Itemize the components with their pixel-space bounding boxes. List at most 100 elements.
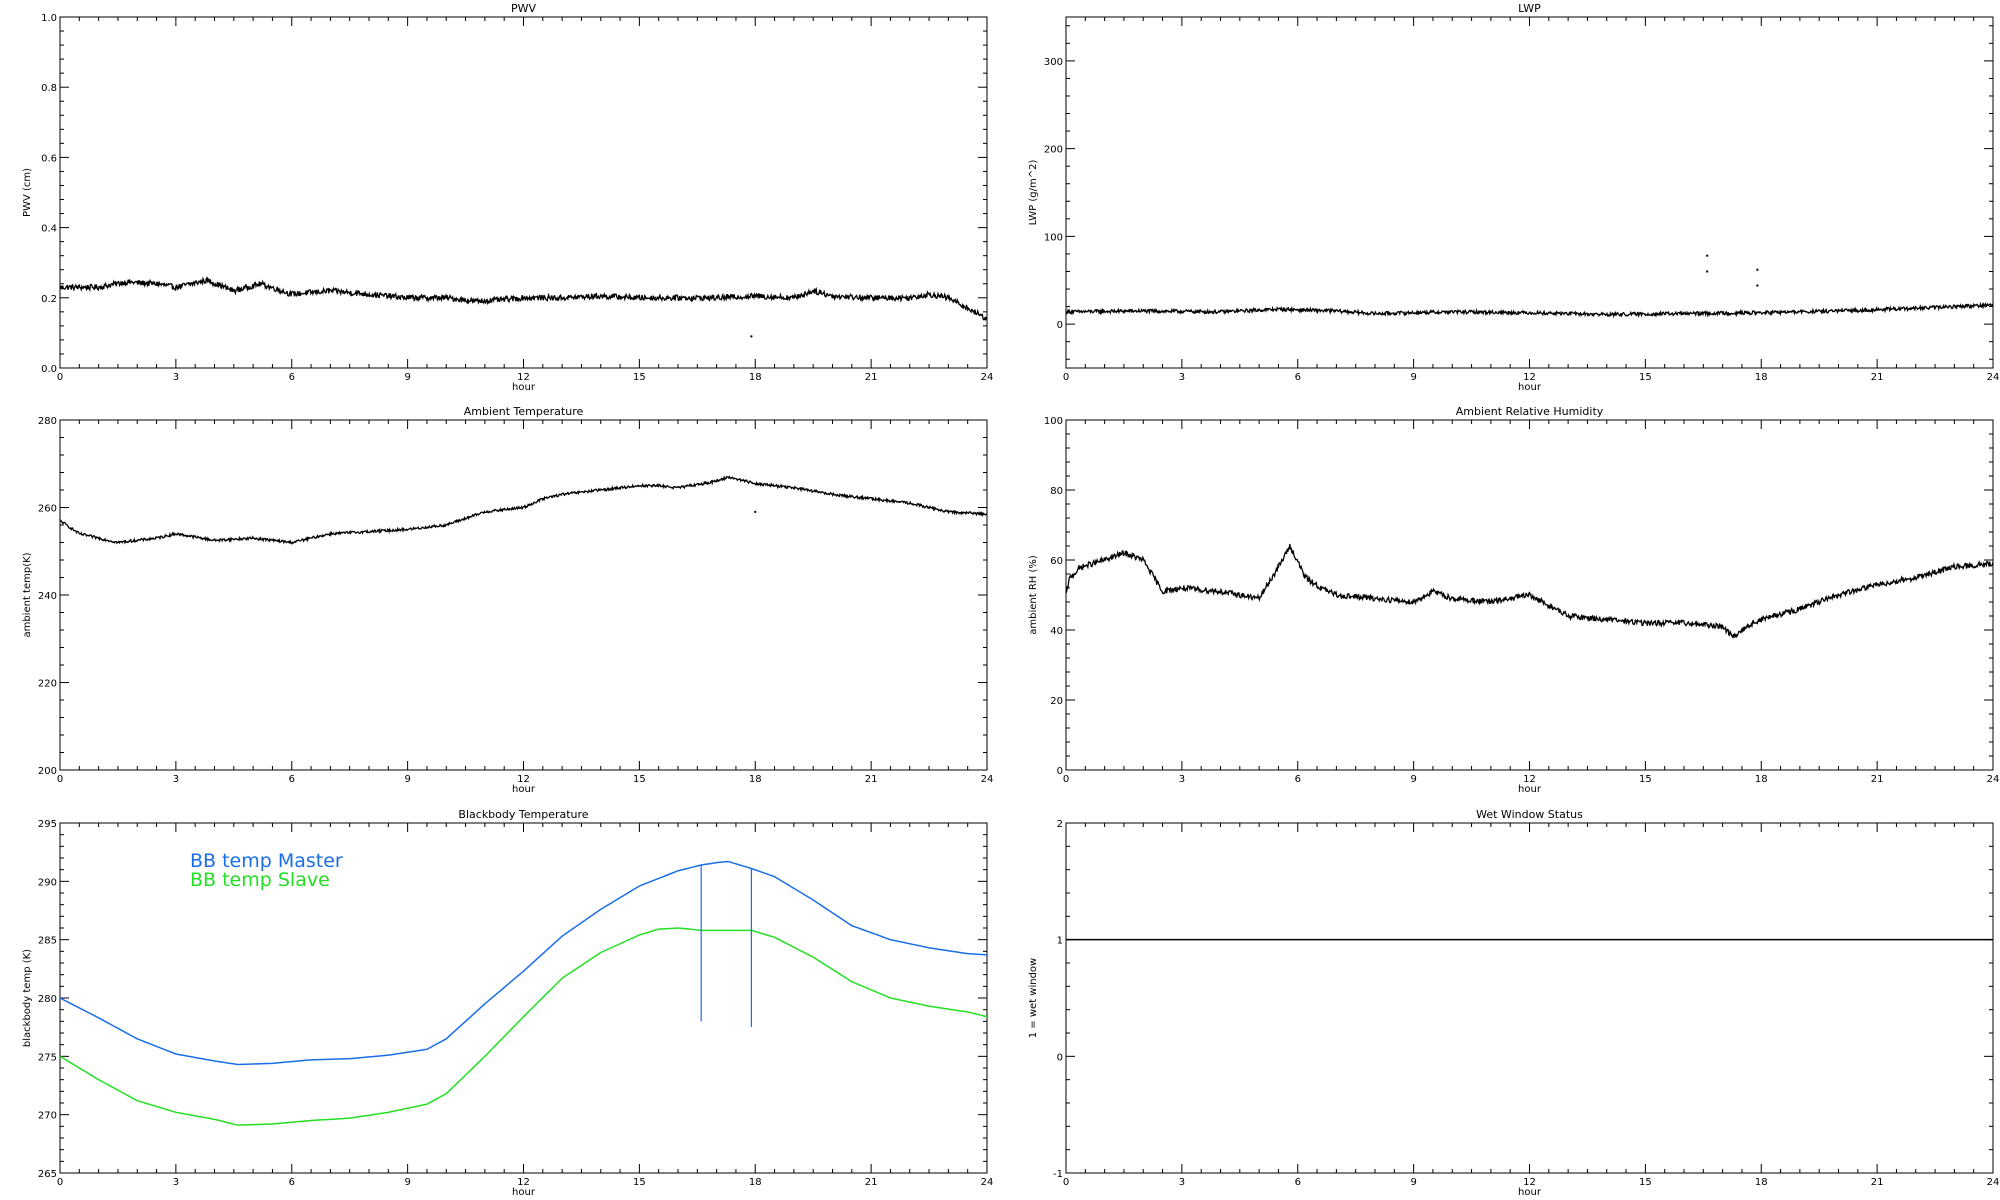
x-tick-label: 9 — [404, 774, 410, 785]
x-tick-label: 0 — [1063, 1177, 1069, 1188]
x-tick-label: 24 — [981, 372, 994, 383]
x-tick-label: 18 — [1755, 372, 1768, 383]
chart-title: Blackbody Temperature — [458, 808, 588, 821]
x-tick-label: 6 — [1295, 774, 1301, 785]
x-tick-label: 18 — [749, 1177, 762, 1188]
x-tick-label: 24 — [1987, 1177, 2000, 1188]
legend-entry: BB temp Slave — [190, 869, 330, 891]
y-tick-label: 0 — [1057, 320, 1063, 331]
x-tick-label: 18 — [749, 372, 762, 383]
x-tick-label: 3 — [1179, 372, 1185, 383]
x-tick-label: 18 — [749, 774, 762, 785]
data-point — [750, 335, 753, 338]
x-tick-label: 15 — [633, 372, 646, 383]
y-tick-label: 0.2 — [41, 294, 57, 305]
x-tick-label: 6 — [1295, 372, 1301, 383]
x-tick-label: 6 — [289, 372, 295, 383]
x-tick-label: 3 — [1179, 1177, 1185, 1188]
x-tick-label: 12 — [1523, 774, 1536, 785]
y-tick-label: 265 — [38, 1169, 57, 1180]
chart-title: Ambient Temperature — [464, 405, 584, 418]
data-point — [1756, 268, 1759, 271]
x-tick-label: 15 — [633, 1177, 646, 1188]
x-tick-label: 6 — [289, 774, 295, 785]
x-tick-label: 3 — [173, 1177, 179, 1188]
x-tick-label: 0 — [1063, 774, 1069, 785]
y-axis-label: LWP (g/m^2) — [1028, 160, 1039, 226]
x-tick-label: 3 — [173, 372, 179, 383]
data-point — [1756, 284, 1759, 287]
x-tick-label: 21 — [1871, 774, 1884, 785]
x-tick-label: 0 — [1063, 372, 1069, 383]
plot-frame — [1065, 16, 1994, 369]
x-tick-label: 9 — [404, 372, 410, 383]
y-tick-label: 2 — [1057, 819, 1063, 830]
data-point — [1706, 270, 1709, 273]
y-tick-label: 40 — [1050, 626, 1063, 637]
x-tick-label: 15 — [1639, 372, 1652, 383]
x-tick-label: 18 — [1755, 1177, 1768, 1188]
x-tick-label: 15 — [633, 774, 646, 785]
y-tick-label: -1 — [1053, 1169, 1063, 1180]
y-tick-label: 0 — [1057, 1052, 1063, 1063]
y-tick-label: 100 — [1044, 232, 1063, 243]
series-line-1 — [59, 475, 988, 545]
chart-title: Wet Window Status — [1476, 808, 1583, 821]
y-tick-label: 20 — [1050, 696, 1063, 707]
x-tick-label: 9 — [404, 1177, 410, 1188]
y-tick-label: 100 — [1044, 416, 1063, 427]
x-tick-label: 24 — [1987, 774, 2000, 785]
y-tick-label: 285 — [38, 936, 57, 947]
y-tick-label: 1.0 — [41, 13, 57, 24]
x-tick-label: 18 — [1755, 774, 1768, 785]
x-axis-label: hour — [512, 382, 536, 393]
chart-title: Ambient Relative Humidity — [1456, 405, 1604, 418]
chart-panel-5: Blackbody Temperature 0 3 6 9 12 15 18 21 24 hour 2… — [22, 808, 993, 1198]
chart-panel-1: PWV 0 3 6 9 12 15 18 21 24 hour 0.0 0.2 0.4 0.6 0.8 1.0 P… — [22, 2, 993, 393]
x-axis-label: hour — [1518, 382, 1542, 393]
y-axis-label: 1 = wet window — [1028, 958, 1039, 1038]
y-tick-label: 1 — [1057, 936, 1063, 947]
x-tick-label: 6 — [1295, 1177, 1301, 1188]
y-tick-label: 220 — [38, 679, 57, 690]
x-tick-label: 24 — [1987, 372, 2000, 383]
x-tick-label: 0 — [57, 1177, 63, 1188]
series-line-2 — [59, 927, 988, 1126]
data-point — [1706, 254, 1709, 257]
x-tick-label: 9 — [1410, 774, 1416, 785]
y-tick-label: 280 — [38, 994, 57, 1005]
x-tick-label: 3 — [173, 774, 179, 785]
chart-panel-3: Ambient Temperature 0 3 6 9 12 15 18 21 24 hour 200… — [22, 405, 993, 795]
x-tick-label: 9 — [1410, 372, 1416, 383]
x-tick-label: 12 — [517, 372, 530, 383]
y-tick-label: 0.4 — [41, 224, 57, 235]
y-tick-label: 200 — [38, 766, 57, 777]
y-tick-label: 0.8 — [41, 83, 57, 94]
y-tick-label: 275 — [38, 1052, 57, 1063]
x-tick-label: 12 — [517, 1177, 530, 1188]
x-tick-label: 21 — [865, 774, 878, 785]
y-tick-label: 270 — [38, 1111, 57, 1122]
x-tick-label: 15 — [1639, 774, 1652, 785]
x-tick-label: 24 — [981, 1177, 994, 1188]
x-tick-label: 9 — [1410, 1177, 1416, 1188]
x-axis-label: hour — [1518, 1187, 1542, 1198]
y-tick-label: 260 — [38, 504, 57, 515]
x-tick-label: 0 — [57, 774, 63, 785]
x-tick-label: 21 — [865, 1177, 878, 1188]
chart-panel-2: LWP 0 3 6 9 12 15 18 21 24 hour 0 100 200 300 LWP (g/m^… — [1028, 2, 1999, 393]
x-tick-label: 3 — [1179, 774, 1185, 785]
y-tick-label: 0.0 — [41, 364, 57, 375]
x-axis-label: hour — [512, 784, 536, 795]
y-tick-label: 280 — [38, 416, 57, 427]
y-axis-label: ambient temp(K) — [22, 552, 33, 637]
y-tick-label: 300 — [1044, 57, 1063, 68]
chart-title: LWP — [1518, 2, 1541, 15]
y-tick-label: 80 — [1050, 486, 1063, 497]
data-point — [754, 510, 757, 513]
series-line-1 — [1065, 543, 1994, 639]
series-line-1 — [1065, 301, 1994, 319]
y-tick-label: 290 — [38, 877, 57, 888]
series-line-1 — [59, 860, 988, 1066]
